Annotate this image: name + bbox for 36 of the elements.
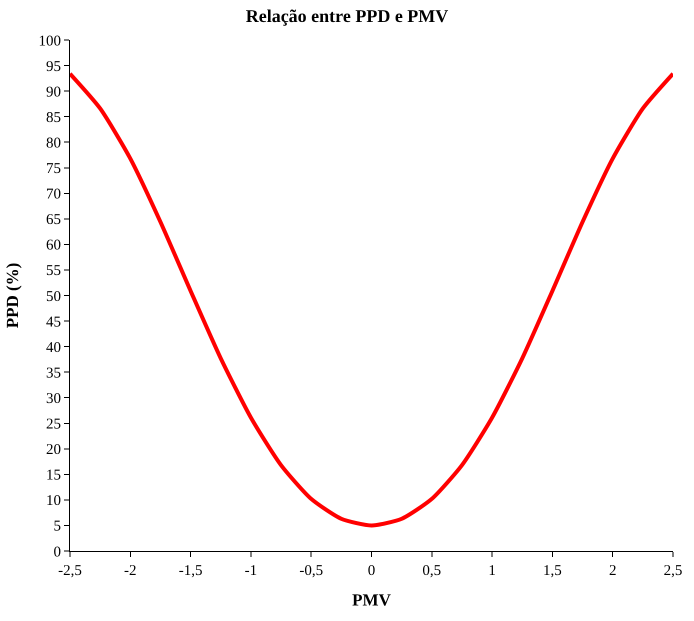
line-series [70,72,673,528]
y-tick-label: 10 [46,493,61,510]
x-axis-title: PMV [352,590,392,610]
y-tick-label: 90 [46,84,61,100]
y-tick-label: 60 [46,238,61,254]
y-tick-label: 5 [54,518,61,535]
y-axis-title: PPD (%) [3,262,22,328]
x-tick-label: -1,5 [178,563,202,579]
y-tick-label: 70 [46,186,61,203]
x-tick-label: 2,5 [664,563,682,579]
y-tick-label: 0 [54,544,61,560]
y-tick-label: 15 [46,468,61,484]
y-tick-label: 75 [46,161,61,177]
y-tick-label: 50 [46,288,61,305]
y-tick-label: 45 [46,314,61,330]
y-tick-label: 20 [46,442,61,458]
x-tick-label: -2,5 [58,563,82,579]
y-tick-label: 30 [46,390,61,407]
y-tick-label: 35 [46,365,61,382]
x-tick-label: 0 [368,563,376,579]
x-tick-label: -0,5 [299,563,324,579]
x-tick-label: 0,5 [422,563,442,579]
x-tick-label: 2 [608,563,616,579]
y-tick-label: 55 [46,263,61,280]
y-tick-label: 80 [46,135,61,152]
x-tick-label: -1 [244,563,258,579]
y-tick-label: 100 [38,33,61,50]
x-tick-label: 1 [488,563,496,579]
x-tick-label: -2 [124,563,137,579]
y-tick-label: 65 [46,212,61,228]
y-tick-label: 25 [46,416,61,432]
y-tick-label: 40 [46,340,61,356]
y-tick-label: 85 [46,110,61,126]
x-tick-label: 1,5 [543,563,562,579]
chart-title: Relação entre PPD e PMV [246,6,448,26]
y-tick-label: 95 [46,58,61,75]
